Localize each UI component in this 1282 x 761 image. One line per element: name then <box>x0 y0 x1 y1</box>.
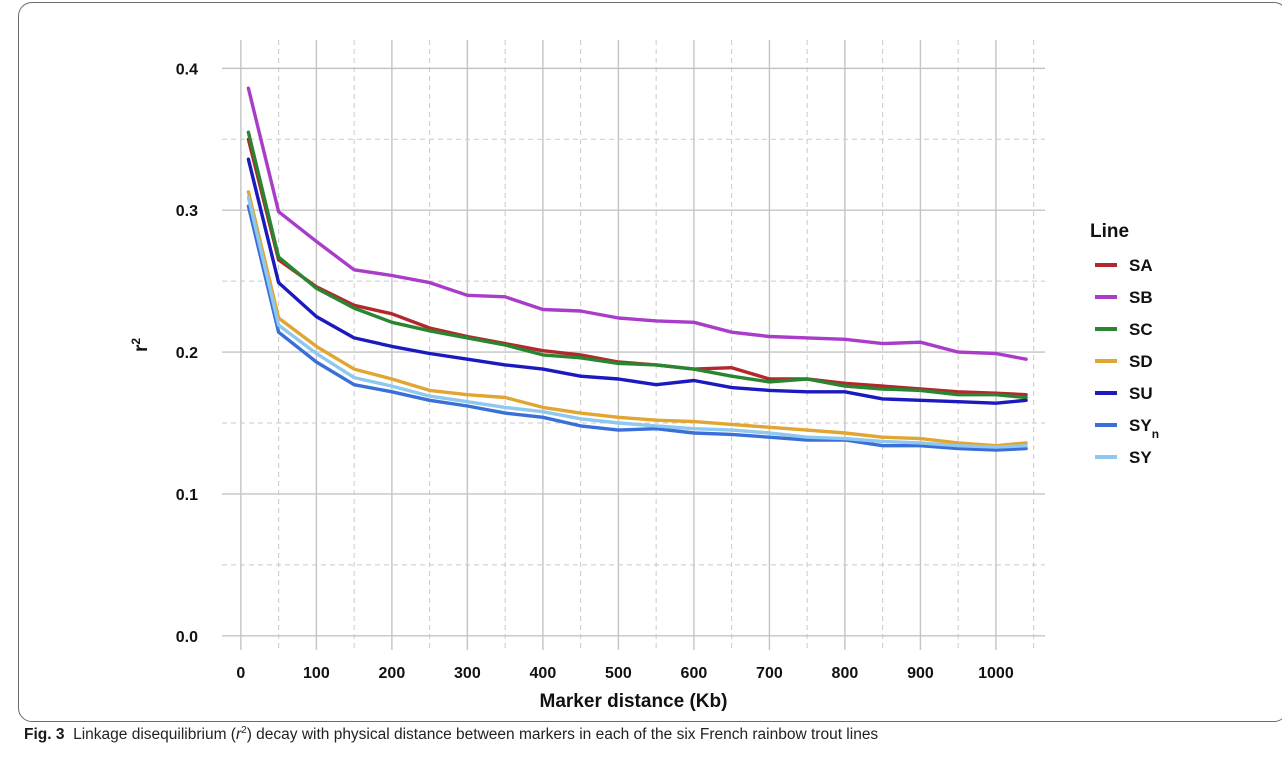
y-tick-label-2: 0.2 <box>176 345 198 362</box>
y-tick-label-3: 0.3 <box>176 203 198 220</box>
legend: Line SA SB SC SD SU SYn SY <box>1090 221 1159 467</box>
figure-frame <box>18 2 1282 722</box>
legend-label-3: SD <box>1129 352 1153 371</box>
legend-label-1: SB <box>1129 288 1153 307</box>
legend-label-4: SU <box>1129 384 1153 403</box>
figure-caption: Fig. 3 Linkage disequilibrium (r2) decay… <box>24 725 1264 744</box>
y-tick-label-0: 0.0 <box>176 629 198 646</box>
ld-decay-chart: 0 100 200 300 400 500 600 700 800 900 1000 0.0 0.1 0.… <box>129 40 1159 712</box>
x-tick-label-7: 700 <box>756 665 783 682</box>
x-tick-label-1: 100 <box>303 665 330 682</box>
series-line-2 <box>246 130 1028 400</box>
caption-sup: 2 <box>241 725 247 736</box>
legend-title: Line <box>1090 221 1129 242</box>
legend-label-2: SC <box>1129 320 1153 339</box>
series-line-3 <box>246 190 1028 448</box>
figure-label: Fig. 3 <box>24 726 65 744</box>
legend-label-5: SYn <box>1129 416 1159 441</box>
legend-label-6: SY <box>1129 448 1152 467</box>
x-axis-title: Marker distance (Kb) <box>540 691 728 712</box>
series-line-4 <box>246 157 1028 405</box>
series-layer <box>246 86 1028 452</box>
y-axis-title-r: r <box>131 344 152 352</box>
y-tick-label-4: 0.4 <box>176 61 198 78</box>
legend-label-0: SA <box>1129 256 1153 275</box>
y-tick-label-1: 0.1 <box>176 487 198 504</box>
x-tick-label-5: 500 <box>605 665 632 682</box>
series-line-1 <box>246 86 1028 361</box>
x-tick-label-2: 200 <box>379 665 406 682</box>
y-axis-title: r2 <box>129 338 152 352</box>
caption-r: r <box>235 726 242 744</box>
series-line-5 <box>246 204 1028 452</box>
series-line-0 <box>246 137 1028 397</box>
x-tick-label-9: 900 <box>907 665 934 682</box>
x-tick-label-3: 300 <box>454 665 481 682</box>
series-line-6 <box>246 195 1028 449</box>
x-tick-label-6: 600 <box>681 665 708 682</box>
tick-labels: 0 100 200 300 400 500 600 700 800 900 1000 0.0 0.1 0.… <box>176 61 1014 682</box>
x-tick-label-10: 1000 <box>978 665 1014 682</box>
x-tick-label-4: 400 <box>530 665 557 682</box>
x-tick-label-8: 800 <box>832 665 859 682</box>
caption-text-before: Linkage disequilibrium ( <box>73 726 236 744</box>
grid-layer <box>222 40 1045 650</box>
y-axis-title-sup: 2 <box>129 338 143 345</box>
x-tick-label-0: 0 <box>236 665 245 682</box>
caption-text-after: ) decay with physical distance between m… <box>246 726 879 744</box>
